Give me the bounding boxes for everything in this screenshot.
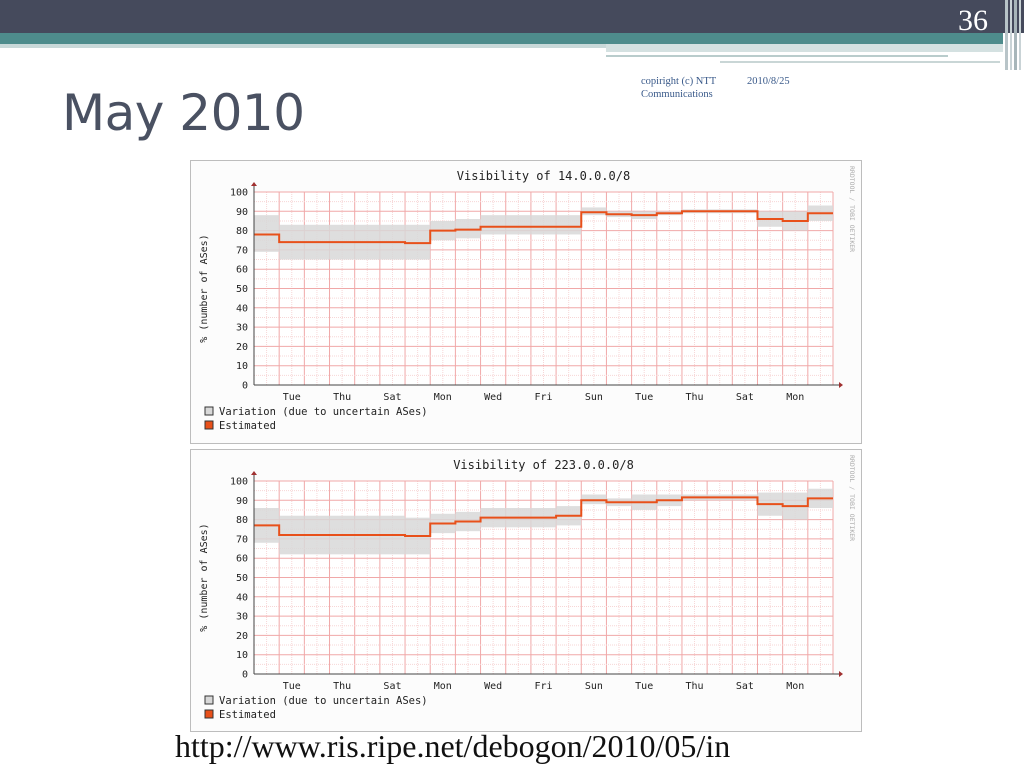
chart-panel-2: 0 10 20 30 40 50 60 70 80 90 100 Tue Thu Sat Mon Wed Fri… <box>190 449 862 732</box>
legend-label-estimated: Estimated <box>219 709 276 721</box>
estimated-series-line <box>254 210 833 245</box>
copyright-text: copiright (c) NTT Communications <box>641 76 717 100</box>
variation-band <box>480 215 582 235</box>
header-light-bar <box>0 44 1003 48</box>
x-tick-label: Fri <box>534 392 552 403</box>
slide-number: 36 <box>958 4 988 37</box>
y-tick-label: 40 <box>236 303 248 314</box>
x-tick-label: Mon <box>786 681 804 692</box>
x-tick-label: Thu <box>333 392 351 403</box>
x-tick-label: Tue <box>283 392 301 403</box>
header-dark-bar <box>0 0 1024 33</box>
y-tick-label: 60 <box>236 265 248 276</box>
y-tick-label: 90 <box>236 207 248 218</box>
x-tick-label: Sun <box>585 681 603 692</box>
x-tick-label: Sat <box>736 392 754 403</box>
chart-watermark: RRDTOOL / TOBI OETIKER <box>848 166 856 252</box>
y-tick-label: 20 <box>236 342 248 353</box>
y-tick-label: 40 <box>236 592 248 603</box>
legend: Variation (due to uncertain ASes) Estimat… <box>204 406 428 432</box>
y-tick-label: 20 <box>236 631 248 642</box>
x-tick-label: Sun <box>585 392 603 403</box>
date-text: 2010/8/25 <box>747 76 790 87</box>
y-tick-label: 100 <box>230 188 248 199</box>
legend-swatch-variation <box>204 406 214 416</box>
legend: Variation (due to uncertain ASes) Estimat… <box>204 695 428 721</box>
estimated-series-line <box>254 496 833 538</box>
y-tick-label: 30 <box>236 323 248 334</box>
x-tick-label: Sat <box>383 681 401 692</box>
y-axis-arrow <box>251 471 257 475</box>
y-axis-label: % (number of ASes) <box>199 234 210 342</box>
y-axis-arrow <box>251 182 257 186</box>
legend-label-estimated: Estimated <box>219 420 276 432</box>
y-axis-label: % (number of ASes) <box>199 523 210 631</box>
right-edge-stripes <box>1005 0 1021 70</box>
y-tick-label: 100 <box>230 477 248 488</box>
header-tab-shape <box>606 44 1003 52</box>
chart-title: Visibility of 223.0.0.0/8 <box>453 458 634 472</box>
y-tick-label: 50 <box>236 573 248 584</box>
y-tick-label: 70 <box>236 245 248 256</box>
x-tick-label: Sat <box>736 681 754 692</box>
x-tick-label: Sat <box>383 392 401 403</box>
y-tick-label: 10 <box>236 361 248 372</box>
slide-footer-meta: copiright (c) NTT Communications 2010/8/2… <box>641 75 790 101</box>
chart-panel-1: 0 10 20 30 40 50 60 70 80 90 100 Tue Thu Sat Mon Wed Fri… <box>190 160 862 444</box>
x-tick-label: Tue <box>635 392 653 403</box>
page-title: May 2010 <box>62 84 305 142</box>
x-axis-arrow <box>839 382 843 388</box>
y-tick-label: 0 <box>242 670 248 681</box>
legend-swatch-variation <box>204 695 214 705</box>
legend-label-variation: Variation (due to uncertain ASes) <box>219 406 428 418</box>
y-tick-label: 10 <box>236 650 248 661</box>
header-decoration <box>0 0 1024 70</box>
y-tick-label: 80 <box>236 226 248 237</box>
legend-swatch-estimated <box>204 420 214 430</box>
legend-label-variation: Variation (due to uncertain ASes) <box>219 695 428 707</box>
y-tick-label: 0 <box>242 381 248 392</box>
y-tick-label: 80 <box>236 515 248 526</box>
x-tick-label: Thu <box>333 681 351 692</box>
x-tick-label: Fri <box>534 681 552 692</box>
y-tick-label: 60 <box>236 554 248 565</box>
x-tick-label: Wed <box>484 681 502 692</box>
x-axis-arrow <box>839 671 843 677</box>
x-tick-label: Tue <box>283 681 301 692</box>
x-tick-label: Wed <box>484 392 502 403</box>
x-tick-label: Mon <box>434 392 452 403</box>
header-teal-bar <box>0 33 1003 44</box>
legend-swatch-estimated <box>204 709 214 719</box>
chart-title: Visibility of 14.0.0.0/8 <box>457 169 630 183</box>
y-tick-label: 50 <box>236 284 248 295</box>
source-url[interactable]: http://www.ris.ripe.net/debogon/2010/05/… <box>175 728 731 764</box>
chart-svg-1: 0 10 20 30 40 50 60 70 80 90 100 Tue Thu Sat Mon Wed Fri… <box>199 166 856 432</box>
chart-watermark: RRDTOOL / TOBI OETIKER <box>848 455 856 541</box>
y-tick-label: 30 <box>236 612 248 623</box>
x-tick-label: Mon <box>786 392 804 403</box>
y-tick-label: 70 <box>236 534 248 545</box>
chart-svg-2: 0 10 20 30 40 50 60 70 80 90 100 Tue Thu Sat Mon Wed Fri… <box>199 455 856 721</box>
y-tick-label: 90 <box>236 496 248 507</box>
x-tick-label: Thu <box>686 392 704 403</box>
x-tick-label: Tue <box>635 681 653 692</box>
x-tick-label: Mon <box>434 681 452 692</box>
x-tick-label: Thu <box>686 681 704 692</box>
